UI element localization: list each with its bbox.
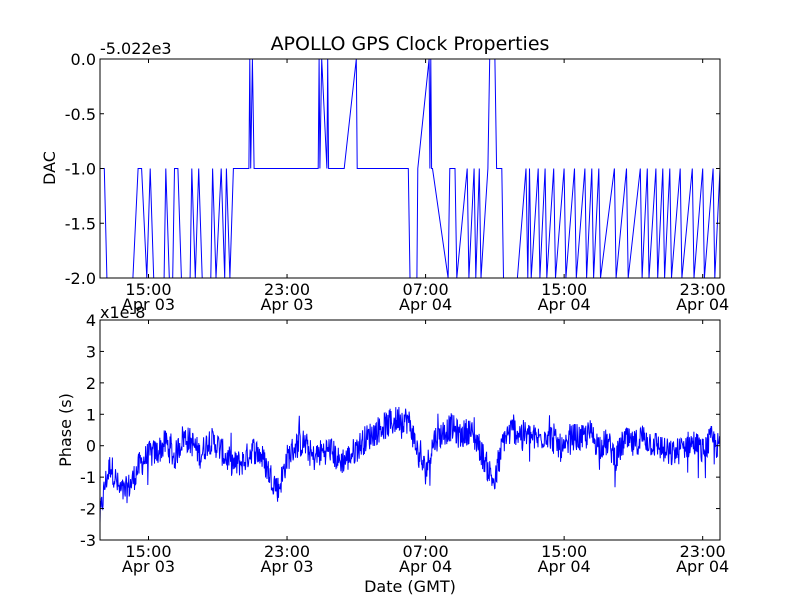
chart-title: APOLLO GPS Clock Properties: [271, 33, 550, 55]
x-tick-label-date: Apr 04: [538, 557, 591, 576]
y-tick-label: -3: [80, 531, 96, 550]
phase-x-axis-label: Date (GMT): [364, 577, 456, 596]
x-tick-label-time: 23:00: [264, 542, 310, 561]
x-tick-label-time: 07:00: [403, 280, 449, 299]
x-tick-label-date: Apr 04: [399, 557, 452, 576]
x-tick-label-time: 15:00: [125, 280, 171, 299]
x-tick-label-time: 23:00: [264, 280, 310, 299]
y-tick-label: -0.5: [65, 105, 96, 124]
phase-offset-label: x1e-8: [100, 303, 145, 322]
x-tick-label-date: Apr 03: [122, 557, 175, 576]
x-tick-label-time: 15:00: [541, 280, 587, 299]
dac-offset-label: -5.022e3: [100, 39, 172, 58]
x-tick-label-time: 15:00: [541, 542, 587, 561]
phase-series-line: [100, 407, 720, 524]
x-tick-label-time: 07:00: [403, 542, 449, 561]
x-tick-label-date: Apr 03: [260, 295, 313, 314]
x-tick-label-date: Apr 04: [399, 295, 452, 314]
x-tick-label-time: 23:00: [680, 280, 726, 299]
y-tick-label: 2: [86, 374, 96, 393]
y-tick-label: -1: [80, 468, 96, 487]
y-tick-label: 4: [86, 311, 96, 330]
dac-y-axis-label: DAC: [40, 151, 59, 185]
y-tick-label: -2: [80, 500, 96, 519]
phase-y-axis-label: Phase (s): [56, 393, 75, 467]
x-tick-label-date: Apr 04: [676, 295, 729, 314]
x-tick-label-date: Apr 04: [676, 557, 729, 576]
y-tick-label: -1.0: [65, 160, 96, 179]
x-tick-label-time: 23:00: [680, 542, 726, 561]
y-tick-label: 1: [86, 405, 96, 424]
y-tick-label: 0: [86, 437, 96, 456]
phase-axes-frame: [99, 319, 721, 541]
x-tick-label-date: Apr 03: [260, 557, 313, 576]
y-tick-label: 0.0: [71, 50, 96, 69]
y-tick-label: 3: [86, 342, 96, 361]
x-tick-label-time: 15:00: [125, 542, 171, 561]
x-tick-label-date: Apr 04: [538, 295, 591, 314]
y-tick-label: -1.5: [65, 214, 96, 233]
x-tick-label-date: Apr 03: [122, 295, 175, 314]
y-tick-label: -2.0: [65, 269, 96, 288]
